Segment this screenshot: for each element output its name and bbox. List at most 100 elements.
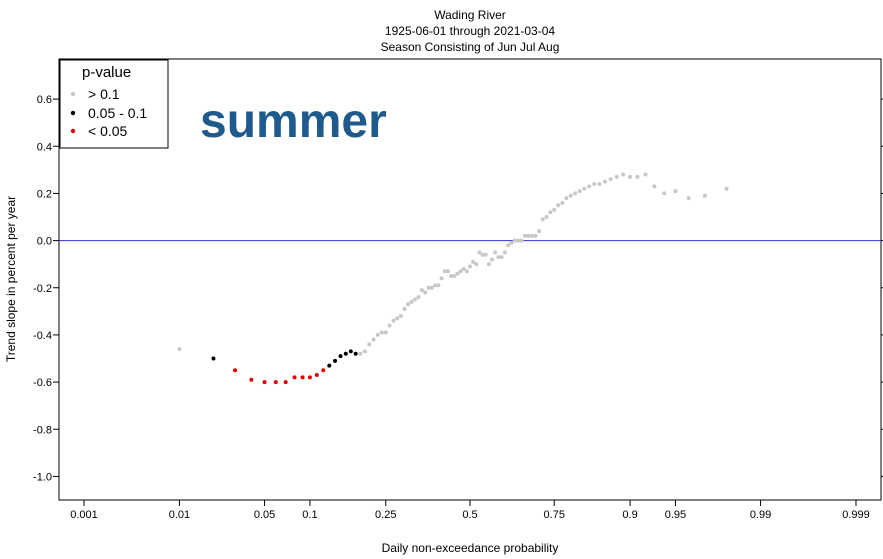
chart-title-line-2: 1925-06-01 through 2021-03-04 xyxy=(385,24,555,38)
data-point xyxy=(512,238,517,243)
data-point xyxy=(493,250,498,255)
data-point xyxy=(496,255,501,260)
season-overlay-label: summer xyxy=(200,95,387,148)
data-point xyxy=(662,191,667,196)
data-point xyxy=(499,255,504,260)
data-point xyxy=(233,368,238,373)
x-tick-label: 0.5 xyxy=(462,509,477,521)
data-point xyxy=(490,257,495,262)
x-axis-label: Daily non-exceedance probability xyxy=(382,541,559,555)
legend-marker-gray xyxy=(70,91,76,97)
y-axis: -1.0 -0.8 -0.6 -0.4 -0.2 0.0 0.2 0.4 0.6 xyxy=(33,94,883,483)
y-tick-label: -0.2 xyxy=(33,283,52,295)
legend-entry-black: 0.05 - 0.1 xyxy=(88,105,147,121)
data-point xyxy=(519,238,524,243)
data-point xyxy=(367,342,372,347)
data-point xyxy=(597,181,602,186)
data-point xyxy=(486,262,491,267)
legend-marker-black xyxy=(70,110,76,116)
legend-title: p-value xyxy=(82,64,131,81)
data-point xyxy=(568,193,573,198)
data-point xyxy=(273,380,278,385)
data-points xyxy=(177,172,729,385)
data-point xyxy=(526,233,531,238)
y-tick-label: 0.4 xyxy=(37,141,52,153)
data-point xyxy=(371,337,376,342)
legend: p-value > 0.1 0.05 - 0.1 < 0.05 xyxy=(59,59,169,149)
data-point xyxy=(395,316,400,321)
chart-title-line-1: Wading River xyxy=(434,8,506,22)
data-point xyxy=(343,351,348,356)
x-tick-label: 0.25 xyxy=(375,509,396,521)
data-point xyxy=(348,349,353,354)
data-point xyxy=(635,174,640,179)
data-point xyxy=(477,250,482,255)
x-tick-label: 0.1 xyxy=(302,509,317,521)
data-point xyxy=(686,196,691,201)
data-point xyxy=(292,375,297,380)
data-point xyxy=(455,271,460,276)
data-point xyxy=(509,240,514,245)
data-point xyxy=(338,354,343,359)
data-point xyxy=(471,259,476,264)
data-point xyxy=(433,283,438,288)
x-tick-label: 0.9 xyxy=(622,509,637,521)
legend-marker-red xyxy=(70,128,76,134)
data-point xyxy=(533,233,538,238)
data-point xyxy=(383,330,388,335)
data-point xyxy=(602,179,607,184)
data-point xyxy=(445,269,450,274)
x-axis: 0.001 0.01 0.05 0.1 0.25 0.5 0.75 0.9 0.95 0.99 0.… xyxy=(70,500,870,521)
data-point xyxy=(502,250,507,255)
x-tick-label: 0.75 xyxy=(544,509,565,521)
data-point xyxy=(506,243,511,248)
x-tick-label: 0.01 xyxy=(169,509,190,521)
data-point xyxy=(442,269,447,274)
data-point xyxy=(379,330,384,335)
data-point xyxy=(483,252,488,257)
data-point xyxy=(439,276,444,281)
data-point xyxy=(211,356,216,361)
data-point xyxy=(608,177,613,182)
data-point xyxy=(464,269,469,274)
y-tick-label: -0.6 xyxy=(33,377,52,389)
data-point xyxy=(353,351,358,356)
data-point xyxy=(628,174,633,179)
data-point xyxy=(643,172,648,177)
data-point xyxy=(652,184,657,189)
data-point xyxy=(540,217,545,222)
data-point xyxy=(358,351,363,356)
data-point xyxy=(474,262,479,267)
data-point xyxy=(516,238,521,243)
data-point xyxy=(673,189,678,194)
data-point xyxy=(406,302,411,307)
data-point xyxy=(560,200,565,205)
data-point xyxy=(592,181,597,186)
data-point xyxy=(529,233,534,238)
x-tick-label: 0.95 xyxy=(665,509,686,521)
data-point xyxy=(429,285,434,290)
data-point xyxy=(362,349,367,354)
y-tick-label: -0.8 xyxy=(33,424,52,436)
data-point xyxy=(544,215,549,220)
legend-box xyxy=(59,59,169,149)
data-point xyxy=(573,191,578,196)
data-point xyxy=(587,184,592,189)
y-axis-label: Trend slope in percent per year xyxy=(4,196,18,362)
data-point xyxy=(262,380,267,385)
x-tick-label: 0.001 xyxy=(70,509,98,521)
data-point xyxy=(426,285,431,290)
chart-title-line-3: Season Consisting of Jun Jul Aug xyxy=(381,40,560,54)
data-point xyxy=(249,377,254,382)
legend-entry-gray: > 0.1 xyxy=(88,86,120,102)
data-point xyxy=(548,210,553,215)
data-point xyxy=(321,368,326,373)
data-point xyxy=(468,264,472,269)
data-point xyxy=(391,318,396,323)
data-point xyxy=(458,269,463,274)
x-tick-label: 0.05 xyxy=(254,509,275,521)
data-point xyxy=(314,373,319,378)
x-tick-label: 0.99 xyxy=(750,509,771,521)
data-point xyxy=(577,189,582,194)
